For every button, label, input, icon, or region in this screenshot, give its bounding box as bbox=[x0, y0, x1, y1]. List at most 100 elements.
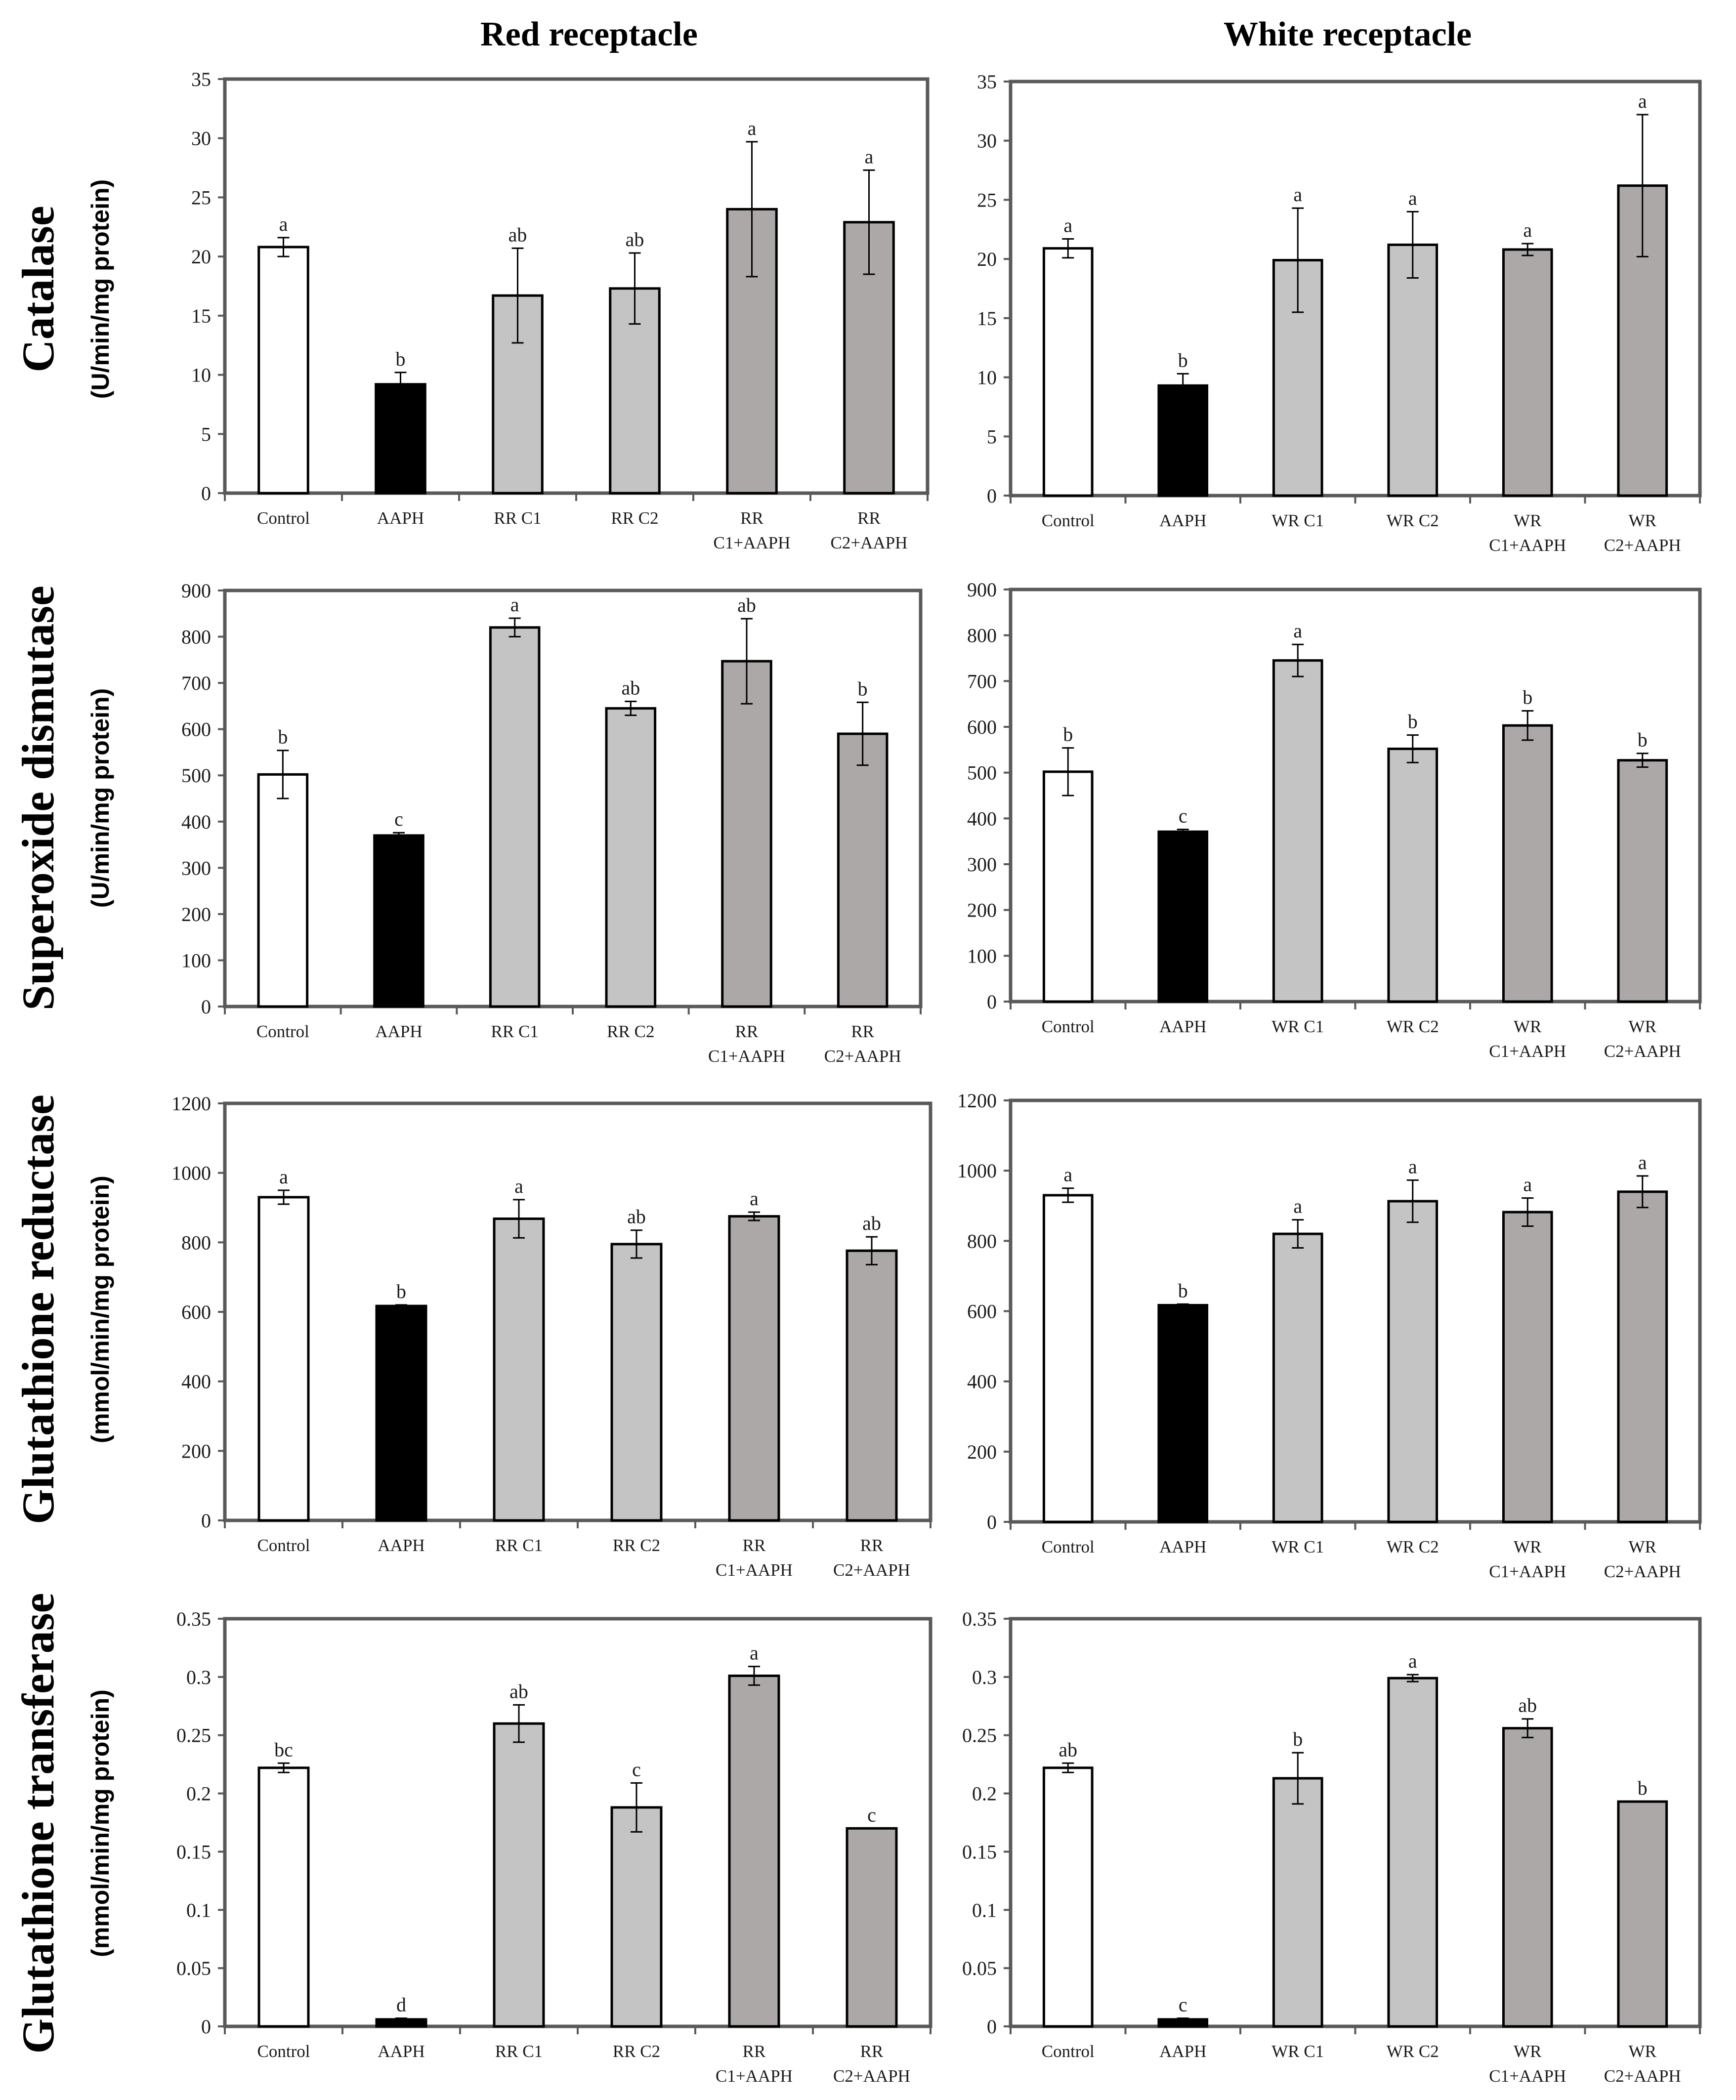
column-title-white: White receptacle bbox=[1224, 15, 1472, 53]
category-label-c2-aaph: C2+AAPH bbox=[1604, 1042, 1681, 1061]
category-label-c2: RR C2 bbox=[613, 2042, 660, 2061]
significance-label-c2: a bbox=[1408, 187, 1417, 209]
bar-c2-aaph bbox=[1617, 1190, 1668, 1523]
y-tick-label: 20 bbox=[977, 248, 997, 270]
significance-label-control: bc bbox=[274, 1738, 293, 1761]
bar-c1-aaph bbox=[721, 660, 772, 1008]
significance-label-c2: ab bbox=[626, 228, 644, 251]
bar-control bbox=[1042, 1766, 1094, 2028]
category-label-c1-aaph: WR bbox=[1514, 1537, 1542, 1556]
category-label-aaph: AAPH bbox=[1159, 1017, 1206, 1036]
y-tick-label: 700 bbox=[181, 672, 211, 694]
significance-label-c1-aaph: a bbox=[1523, 219, 1532, 241]
y-tick-label: 10 bbox=[977, 367, 997, 389]
bar-aaph bbox=[1157, 1303, 1209, 1523]
y-tick-label: 800 bbox=[967, 625, 997, 647]
y-tick-label: 0.15 bbox=[962, 1841, 997, 1863]
significance-label-control: b bbox=[1063, 723, 1073, 746]
category-label-c1-aaph: RR bbox=[743, 2042, 766, 2061]
significance-label-c2-aaph: a bbox=[1638, 1151, 1647, 1174]
significance-label-control: a bbox=[279, 1166, 288, 1188]
y-tick-label: 0 bbox=[201, 482, 211, 504]
bar-c1-aaph bbox=[1502, 724, 1553, 1003]
plot-frame-0 bbox=[223, 77, 930, 495]
y-tick-label: 10 bbox=[191, 364, 211, 386]
y-tick-label: 900 bbox=[181, 580, 211, 602]
y-tick-label: 1200 bbox=[171, 1092, 211, 1115]
category-label-c1-aaph: WR bbox=[1514, 511, 1542, 530]
y-tick-label: 35 bbox=[191, 68, 211, 90]
y-tick-label: 0.05 bbox=[962, 1957, 997, 1979]
row-unit-superoxide-dismutase: (U/min/mg protein) bbox=[86, 688, 114, 908]
significance-label-c2: b bbox=[1408, 711, 1418, 733]
category-label-c1-aaph: WR bbox=[1514, 1017, 1542, 1036]
category-label-c1: RR C1 bbox=[491, 1022, 539, 1041]
category-label-c1: RR C1 bbox=[495, 2042, 543, 2061]
y-tick-label: 0 bbox=[201, 1510, 211, 1532]
y-tick-label: 700 bbox=[967, 670, 997, 692]
category-label-c1: WR C1 bbox=[1271, 1017, 1324, 1036]
significance-label-c1-aaph: ab bbox=[737, 594, 756, 616]
significance-label-c2-aaph: a bbox=[865, 145, 874, 168]
category-label-control: Control bbox=[257, 2042, 310, 2061]
y-tick-label: 600 bbox=[967, 716, 997, 738]
significance-label-aaph: d bbox=[396, 1994, 406, 2016]
y-tick-label: 200 bbox=[967, 899, 997, 922]
significance-label-c1: a bbox=[514, 1175, 523, 1197]
bar-c2 bbox=[610, 1243, 663, 1522]
y-tick-label: 25 bbox=[191, 186, 211, 209]
category-label-c1-aaph: RR bbox=[735, 1022, 759, 1041]
category-label-c1: WR C1 bbox=[1271, 511, 1324, 530]
significance-label-aaph: c bbox=[1179, 805, 1187, 827]
y-tick-label: 0.35 bbox=[962, 1608, 997, 1630]
category-label-c2-aaph: WR bbox=[1629, 2042, 1657, 2061]
bar-control bbox=[1042, 247, 1094, 497]
category-label-control: Control bbox=[1042, 1537, 1095, 1556]
y-tick-label: 35 bbox=[977, 71, 997, 93]
bar-c1 bbox=[1272, 1232, 1323, 1523]
category-label-control: Control bbox=[1042, 1017, 1095, 1036]
bar-control bbox=[257, 1196, 310, 1522]
significance-label-c1: ab bbox=[508, 223, 527, 246]
bar-c1-aaph bbox=[728, 1675, 780, 2028]
bar-c1-aaph bbox=[1502, 1211, 1553, 1523]
category-label-c2-aaph: C2+AAPH bbox=[833, 1560, 910, 1580]
y-tick-label: 0.2 bbox=[186, 1783, 211, 1805]
y-tick-label: 600 bbox=[181, 718, 211, 741]
category-label-c2: RR C2 bbox=[607, 1022, 654, 1041]
significance-label-control: a bbox=[279, 213, 288, 235]
y-tick-label: 800 bbox=[181, 1231, 211, 1254]
y-tick-label: 5 bbox=[987, 425, 997, 448]
significance-label-aaph: c bbox=[394, 808, 403, 830]
row-title-glutathione-reductase: Glutathione reductase bbox=[13, 1094, 63, 1524]
bar-c1 bbox=[493, 1218, 545, 1522]
significance-label-c1: ab bbox=[509, 1680, 528, 1702]
category-label-c1-aaph: C1+AAPH bbox=[1489, 536, 1566, 555]
category-label-control: Control bbox=[1042, 2042, 1095, 2061]
y-tick-label: 800 bbox=[181, 626, 211, 648]
category-label-aaph: AAPH bbox=[1159, 511, 1206, 530]
y-tick-label: 800 bbox=[967, 1230, 997, 1252]
bar-c2-aaph bbox=[837, 732, 889, 1008]
category-label-c2-aaph: C2+AAPH bbox=[1604, 1562, 1681, 1581]
category-label-c1-aaph: C1+AAPH bbox=[708, 1047, 785, 1066]
plot-frame-5 bbox=[1009, 1098, 1702, 1524]
significance-label-aaph: b bbox=[1178, 349, 1188, 371]
significance-label-control: a bbox=[1063, 1164, 1072, 1186]
y-tick-label: 15 bbox=[191, 305, 211, 327]
y-tick-label: 400 bbox=[967, 1371, 997, 1393]
bar-control bbox=[257, 773, 309, 1008]
bar-aaph bbox=[1157, 830, 1209, 1003]
significance-label-c1: a bbox=[1293, 620, 1302, 642]
row-unit-glutathione-reductase: (mmol/min/mg protein) bbox=[86, 1176, 114, 1443]
category-label-aaph: AAPH bbox=[378, 1536, 424, 1555]
category-label-c2-aaph: RR bbox=[860, 2042, 884, 2061]
significance-label-aaph: b bbox=[396, 1280, 406, 1302]
plot-frame-6 bbox=[223, 1617, 932, 2028]
plot-frame-2 bbox=[223, 588, 923, 1008]
bar-c2 bbox=[1387, 1677, 1439, 2028]
bar-c1-aaph bbox=[728, 1215, 780, 1522]
y-tick-label: 400 bbox=[181, 811, 211, 833]
y-tick-label: 1200 bbox=[957, 1090, 997, 1112]
y-tick-label: 900 bbox=[967, 579, 997, 601]
